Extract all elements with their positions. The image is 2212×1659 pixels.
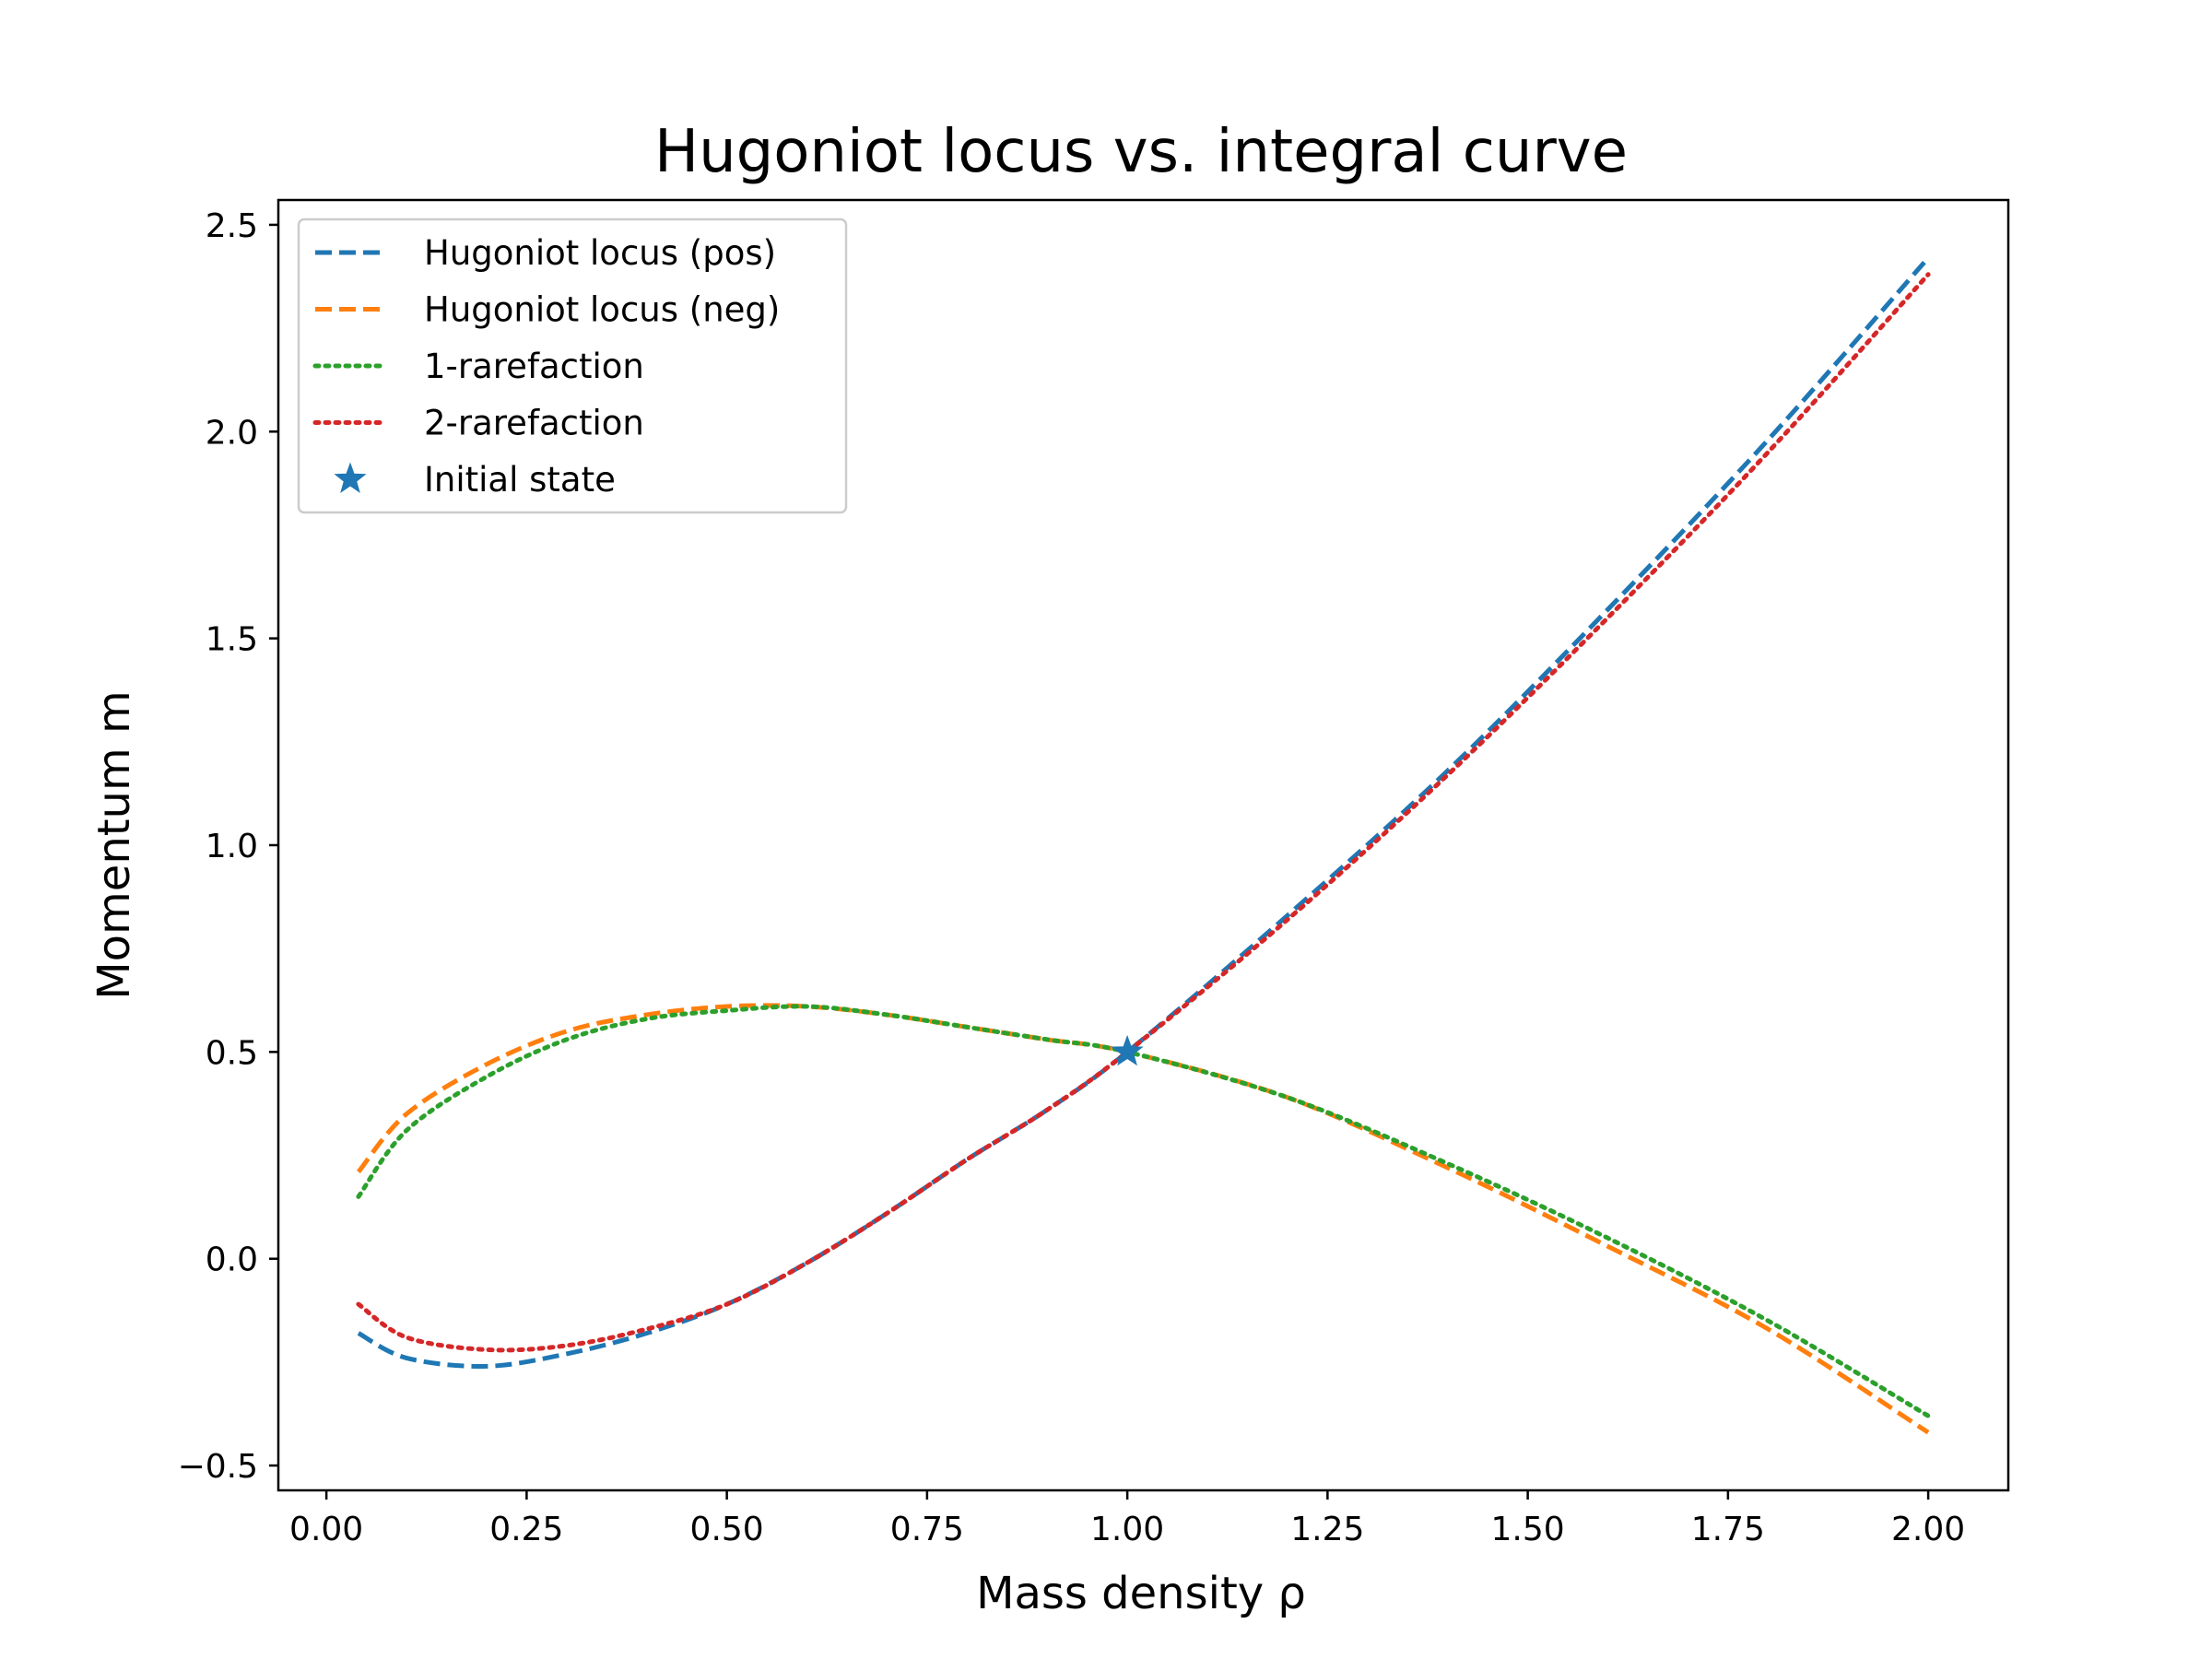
y-tick-label: 2.5 <box>206 207 258 245</box>
y-tick-label: 2.0 <box>206 414 258 452</box>
x-tick-label: 0.50 <box>690 1511 764 1548</box>
x-tick-label: 1.50 <box>1491 1511 1565 1548</box>
x-tick-label: 2.00 <box>1891 1511 1965 1548</box>
legend-label-3: 1-rarefaction <box>424 347 644 386</box>
x-tick-label: 1.00 <box>1090 1511 1164 1548</box>
series-line-3 <box>356 1004 1931 1418</box>
initial-state-marker <box>1111 1034 1144 1066</box>
x-tick-label: 1.25 <box>1290 1511 1364 1548</box>
chart-title: Hugoniot locus vs. integral curve <box>654 118 1628 186</box>
y-tick-label: 0.0 <box>206 1241 258 1279</box>
legend-label-5: Initial state <box>424 460 616 500</box>
y-tick-label: 0.5 <box>206 1034 258 1072</box>
legend-label-4: 2-rarefaction <box>424 404 644 443</box>
y-tick-label: 1.5 <box>206 621 258 659</box>
y-tick-label: 1.0 <box>206 828 258 865</box>
legend-swatch-star-icon <box>334 462 367 493</box>
y-axis-label: Momentum m <box>88 690 140 1000</box>
x-tick-label: 0.75 <box>890 1511 964 1548</box>
series-line-2 <box>356 1003 1930 1435</box>
y-tick-label: −0.5 <box>178 1448 258 1486</box>
legend-label-1: Hugoniot locus (pos) <box>424 233 776 273</box>
x-tick-label: 0.25 <box>489 1511 563 1548</box>
legend-box <box>297 218 848 514</box>
legend: Hugoniot locus (pos) Hugoniot locus (neg)… <box>297 218 848 514</box>
x-axis-label: Mass density ρ <box>976 1568 1306 1619</box>
x-tick-label: 1.75 <box>1691 1511 1765 1548</box>
series-group <box>356 256 1931 1435</box>
plot-frame <box>276 198 2010 1492</box>
series-line-4 <box>356 272 1931 1353</box>
x-tick-label: 0.00 <box>289 1511 363 1548</box>
axis-ticks: 0.00 0.25 0.50 0.75 1.00 1.25 1.50 1.75 2.00 −0.5… <box>178 207 1966 1548</box>
legend-label-2: Hugoniot locus (neg) <box>424 290 780 330</box>
